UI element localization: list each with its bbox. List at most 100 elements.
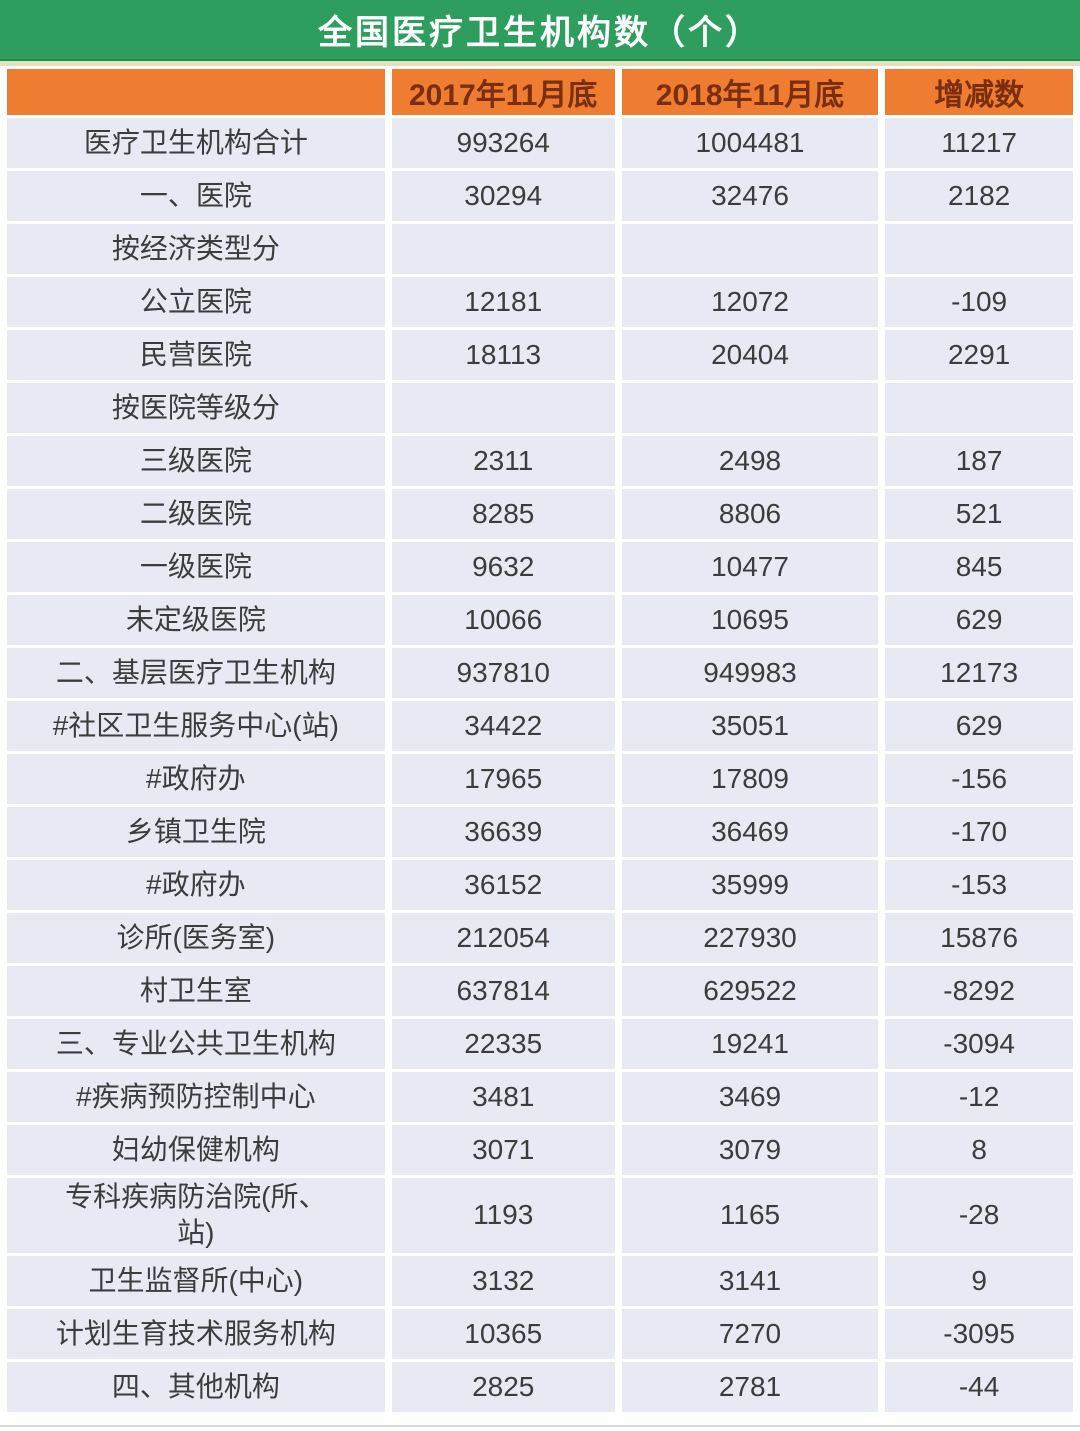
table-title-bar: 全国医疗卫生机构数（个）	[0, 0, 1080, 61]
value-change: -170	[885, 807, 1073, 857]
value-change	[885, 383, 1073, 433]
value-2018	[621, 224, 879, 274]
table-row: 一、医院 30294 32476 2182	[7, 171, 1073, 221]
value-change: -28	[885, 1178, 1073, 1253]
table-title: 全国医疗卫生机构数（个）	[318, 14, 762, 52]
row-label: 按经济类型分	[7, 224, 385, 274]
row-label: 四、其他机构	[7, 1361, 385, 1412]
row-label: #政府办	[7, 754, 385, 804]
row-label: 三、专业公共卫生机构	[7, 1019, 385, 1069]
statistics-table: 2017年11月底 2018年11月底 增减数 医疗卫生机构合计 993264 10…	[0, 66, 1080, 1415]
value-2017: 34422	[391, 701, 615, 751]
value-change: 8	[885, 1125, 1073, 1175]
value-2017: 993264	[391, 118, 615, 168]
header-cell-2018: 2018年11月底	[621, 69, 879, 115]
value-2018: 32476	[621, 171, 879, 221]
value-2017: 937810	[391, 648, 615, 698]
table-row: 三级医院 2311 2498 187	[7, 436, 1073, 486]
table-header-row: 2017年11月底 2018年11月底 增减数	[7, 69, 1073, 115]
row-label: 二、基层医疗卫生机构	[7, 648, 385, 698]
value-2017: 3071	[391, 1125, 615, 1175]
value-2017: 10365	[391, 1308, 615, 1359]
row-label: 一级医院	[7, 542, 385, 592]
value-change: 187	[885, 436, 1073, 486]
value-2018: 12072	[621, 277, 879, 327]
table-row: 三、专业公共卫生机构 22335 19241 -3094	[7, 1019, 1073, 1069]
row-label: 未定级医院	[7, 595, 385, 645]
value-change: 629	[885, 701, 1073, 751]
title-separator	[0, 61, 1080, 66]
value-change: 2182	[885, 171, 1073, 221]
value-2017: 36639	[391, 807, 615, 857]
value-change: -8292	[885, 966, 1073, 1016]
value-2017: 2825	[391, 1361, 615, 1412]
row-label: 三级医院	[7, 436, 385, 486]
table-row: 村卫生室 637814 629522 -8292	[7, 966, 1073, 1016]
value-2017: 637814	[391, 966, 615, 1016]
value-change: 15876	[885, 913, 1073, 963]
value-2018: 1004481	[621, 118, 879, 168]
table-row: 公立医院 12181 12072 -109	[7, 277, 1073, 327]
row-label: 公立医院	[7, 277, 385, 327]
value-change	[885, 224, 1073, 274]
value-change: -153	[885, 860, 1073, 910]
table-row: 专科疾病防治院(所、 站) 1193 1165 -28	[7, 1178, 1073, 1253]
row-label: 医疗卫生机构合计	[7, 118, 385, 168]
row-label: 一、医院	[7, 171, 385, 221]
value-2017	[391, 383, 615, 433]
header-cell-empty	[7, 69, 385, 115]
value-2017: 9632	[391, 542, 615, 592]
value-2017: 212054	[391, 913, 615, 963]
value-2018	[621, 383, 879, 433]
table-row: 二级医院 8285 8806 521	[7, 489, 1073, 539]
value-2018: 35051	[621, 701, 879, 751]
table-row: 未定级医院 10066 10695 629	[7, 595, 1073, 645]
header-cell-2017: 2017年11月底	[391, 69, 615, 115]
value-2017: 22335	[391, 1019, 615, 1069]
row-label: #社区卫生服务中心(站)	[7, 701, 385, 751]
value-2017: 18113	[391, 330, 615, 380]
table-row: 医疗卫生机构合计 993264 1004481 11217	[7, 118, 1073, 168]
row-label: 卫生监督所(中心)	[7, 1255, 385, 1306]
table-row: 一级医院 9632 10477 845	[7, 542, 1073, 592]
value-change: -156	[885, 754, 1073, 804]
value-change: 2291	[885, 330, 1073, 380]
row-label: 乡镇卫生院	[7, 807, 385, 857]
value-2017: 12181	[391, 277, 615, 327]
value-change: 9	[885, 1255, 1073, 1306]
row-label: 村卫生室	[7, 966, 385, 1016]
table-row: #社区卫生服务中心(站) 34422 35051 629	[7, 701, 1073, 751]
value-2018: 3079	[621, 1125, 879, 1175]
value-change: -12	[885, 1072, 1073, 1122]
value-2018: 10477	[621, 542, 879, 592]
image-bottom-border	[0, 1424, 1080, 1427]
table-row: 按医院等级分	[7, 383, 1073, 433]
value-change: 12173	[885, 648, 1073, 698]
row-label: 诊所(医务室)	[7, 913, 385, 963]
table-row: 民营医院 18113 20404 2291	[7, 330, 1073, 380]
row-label: 计划生育技术服务机构	[7, 1308, 385, 1359]
table-row: 卫生监督所(中心) 3132 3141 9	[7, 1255, 1073, 1306]
header-cell-change: 增减数	[885, 69, 1073, 115]
table-row: #政府办 17965 17809 -156	[7, 754, 1073, 804]
value-2017: 2311	[391, 436, 615, 486]
value-2018: 2781	[621, 1361, 879, 1412]
value-change: 11217	[885, 118, 1073, 168]
table-row: 乡镇卫生院 36639 36469 -170	[7, 807, 1073, 857]
value-2018: 3469	[621, 1072, 879, 1122]
value-change: 629	[885, 595, 1073, 645]
value-2018: 2498	[621, 436, 879, 486]
value-2018: 949983	[621, 648, 879, 698]
row-label: 妇幼保健机构	[7, 1125, 385, 1175]
value-2017: 3481	[391, 1072, 615, 1122]
value-2017: 30294	[391, 171, 615, 221]
value-change: -3094	[885, 1019, 1073, 1069]
row-label: 二级医院	[7, 489, 385, 539]
value-2018: 8806	[621, 489, 879, 539]
value-2018: 10695	[621, 595, 879, 645]
value-2018: 36469	[621, 807, 879, 857]
value-change: 845	[885, 542, 1073, 592]
table-row: #政府办 36152 35999 -153	[7, 860, 1073, 910]
table-row: 四、其他机构 2825 2781 -44	[7, 1361, 1073, 1412]
